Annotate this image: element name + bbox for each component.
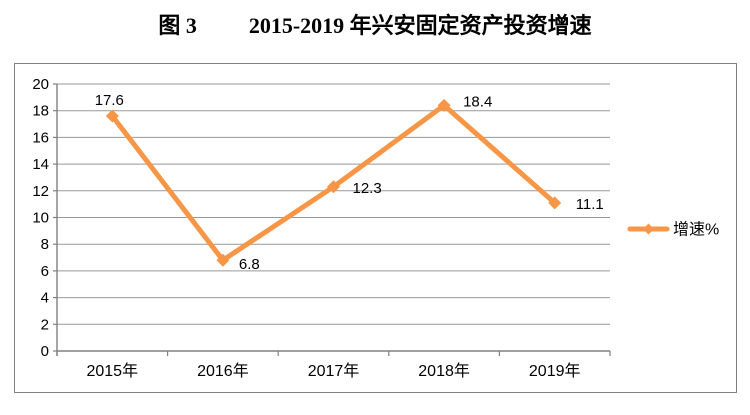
x-axis-category-label: 2017年 — [308, 362, 360, 380]
x-axis-category-label: 2019年 — [529, 362, 581, 380]
y-axis-tick-label: 10 — [32, 210, 49, 227]
data-point-marker — [548, 196, 562, 210]
chart-frame: 0 2 4 6 8 10 12 14 16 18 20 2015年 2016年 2017年 2018年 201… — [14, 63, 737, 393]
legend-label: 增速% — [673, 221, 719, 239]
y-axis-tick-label: 14 — [32, 156, 49, 173]
data-point-marker — [216, 253, 230, 267]
line-chart: 0 2 4 6 8 10 12 14 16 18 20 2015年 2016年 2017年 2018年 201… — [32, 76, 719, 380]
y-axis-tick-label: 6 — [41, 263, 49, 280]
data-point-label: 11.1 — [576, 196, 604, 213]
y-axis-tick-label: 20 — [32, 76, 49, 93]
y-axis-tick-label: 12 — [32, 183, 49, 200]
x-axis-category-label: 2016年 — [197, 362, 249, 380]
y-axis-tick-label: 8 — [41, 236, 49, 253]
data-point-marker — [327, 180, 340, 194]
y-axis-tick-label: 4 — [41, 290, 49, 307]
data-point-label: 17.6 — [95, 92, 124, 109]
data-point-marker — [105, 109, 119, 123]
data-point-label: 18.4 — [463, 93, 492, 110]
chart-title-figure-number: 图 3 — [158, 13, 197, 38]
y-axis-tick-label: 0 — [41, 343, 49, 360]
x-axis-category-label: 2015年 — [86, 362, 138, 380]
x-axis-category-label: 2018年 — [418, 362, 470, 380]
legend-marker-icon — [643, 223, 654, 235]
data-point-label: 12.3 — [353, 180, 382, 197]
y-axis-tick-label: 16 — [32, 129, 49, 146]
chart-title: 图 3 2015-2019 年兴安固定资产投资增速 — [0, 8, 750, 40]
data-point-marker — [437, 98, 451, 112]
y-axis-tick-label: 2 — [41, 316, 49, 333]
y-axis-tick-label: 18 — [32, 103, 49, 120]
chart-title-text: 2015-2019 年兴安固定资产投资增速 — [248, 13, 592, 38]
data-point-label: 6.8 — [239, 256, 260, 273]
